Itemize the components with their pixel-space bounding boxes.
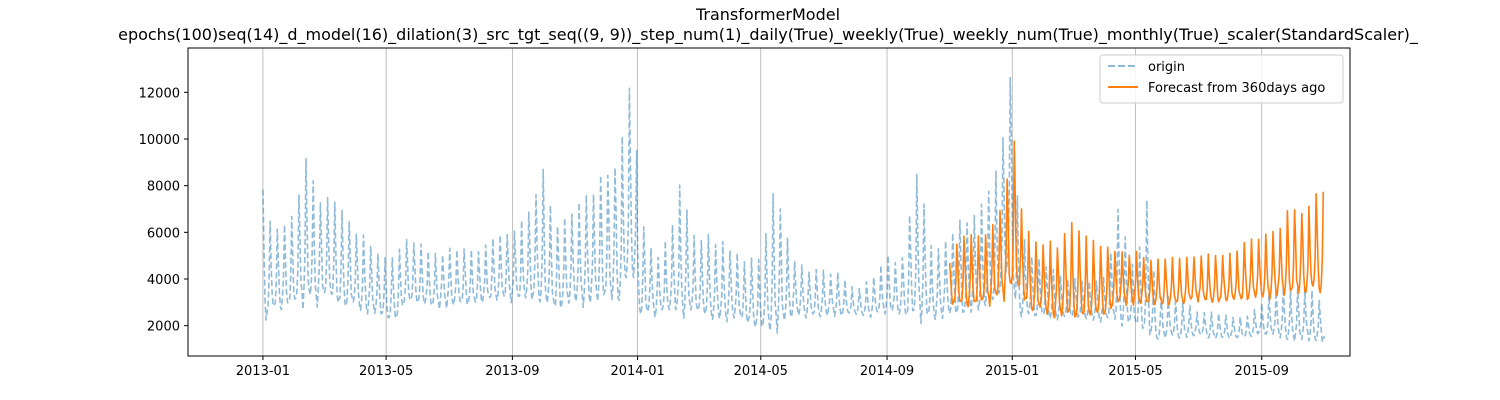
x-tick-label: 2015-05 <box>1108 364 1162 379</box>
y-tick-label: 2000 <box>147 320 180 335</box>
legend-frame <box>1099 54 1344 104</box>
x-tick-label: 2014-01 <box>610 364 664 379</box>
y-tick-label: 10000 <box>139 133 180 148</box>
legend: origin Forecast from 360days ago <box>1099 54 1344 104</box>
legend-label-forecast: Forecast from 360days ago <box>1148 81 1325 96</box>
x-tick-label: 2013-05 <box>359 364 413 379</box>
y-axis: 2000 4000 6000 8000 10000 12000 <box>139 86 188 335</box>
y-tick-label: 4000 <box>147 273 180 288</box>
x-tick-label: 2015-01 <box>985 364 1039 379</box>
x-tick-label: 2014-05 <box>734 364 788 379</box>
x-tick-label: 2013-09 <box>485 364 539 379</box>
series-line-origin <box>262 76 1326 343</box>
series-line-forecast <box>948 140 1325 319</box>
legend-label-origin: origin <box>1148 60 1185 75</box>
y-tick-label: 6000 <box>147 226 180 241</box>
series-layer <box>262 76 1326 343</box>
chart-subtitle: epochs(100)seq(14)_d_model(16)_dilation(… <box>118 25 1419 45</box>
plot-frame <box>187 47 1351 357</box>
y-tick-label: 8000 <box>147 180 180 195</box>
chart-title: TransformerModel <box>695 5 840 24</box>
x-tick-label: 2014-09 <box>860 364 914 379</box>
x-tick-label: 2013-01 <box>236 364 290 379</box>
x-tick-label: 2015-09 <box>1235 364 1289 379</box>
x-axis: 2013-01 2013-05 2013-09 2014-01 2014-05 2014-… <box>236 356 1289 379</box>
y-tick-label: 12000 <box>139 86 180 101</box>
